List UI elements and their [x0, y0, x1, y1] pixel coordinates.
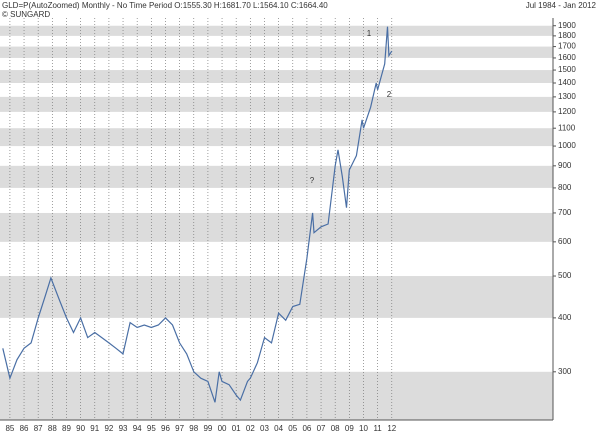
y-tick-label: 1000	[558, 141, 576, 150]
y-tick-label: 1700	[558, 42, 576, 51]
y-tick-label: 900	[558, 161, 572, 170]
y-tick-label: 1600	[558, 53, 576, 62]
grid-band	[0, 276, 553, 318]
grid-band	[0, 371, 553, 420]
y-tick-label: 1500	[558, 65, 576, 74]
y-tick-label: 700	[558, 208, 572, 217]
x-tick-label: 91	[90, 424, 99, 433]
y-tick-label: 1100	[558, 123, 576, 132]
x-tick-label: 88	[48, 424, 57, 433]
x-tick-label: 11	[373, 424, 382, 433]
x-tick-label: 96	[161, 424, 170, 433]
grid-band	[0, 70, 553, 83]
x-tick-label: 08	[331, 424, 340, 433]
x-tick-label: 02	[246, 424, 255, 433]
grid-band	[0, 25, 553, 36]
x-tick-label: 05	[288, 424, 297, 433]
grid-band	[0, 212, 553, 242]
chart-title: GLD=P(AutoZoomed) Monthly - No Time Peri…	[2, 1, 328, 10]
y-tick-label: 500	[558, 271, 572, 280]
x-tick-label: 99	[203, 424, 212, 433]
annotation: 2	[387, 90, 392, 99]
grid-band	[0, 165, 553, 188]
x-tick-label: 97	[175, 424, 184, 433]
x-tick-label: 98	[189, 424, 198, 433]
chart-subtitle: © SUNGARD	[2, 10, 50, 19]
x-tick-label: 12	[387, 424, 396, 433]
x-tick-label: 09	[345, 424, 354, 433]
grid-band	[0, 96, 553, 112]
x-tick-label: 94	[133, 424, 142, 433]
annotation: 1	[367, 29, 372, 38]
x-tick-label: 95	[147, 424, 156, 433]
x-tick-label: 00	[218, 424, 227, 433]
x-tick-label: 06	[302, 424, 311, 433]
x-tick-label: 86	[20, 424, 29, 433]
x-tick-label: 90	[76, 424, 85, 433]
x-tick-label: 07	[317, 424, 326, 433]
grid-band	[0, 128, 553, 147]
x-tick-label: 87	[34, 424, 43, 433]
x-tick-label: 85	[5, 424, 14, 433]
y-tick-label: 300	[558, 367, 572, 376]
y-tick-label: 400	[558, 313, 572, 322]
x-tick-label: 03	[260, 424, 269, 433]
price-line	[2, 26, 393, 403]
annotation: ?	[310, 176, 315, 185]
y-tick-label: 800	[558, 183, 572, 192]
x-tick-label: 93	[119, 424, 128, 433]
date-range: Jul 1984 - Jan 2012	[526, 1, 597, 10]
x-tick-label: 04	[274, 424, 283, 433]
x-tick-label: 01	[232, 424, 241, 433]
x-tick-label: 89	[62, 424, 71, 433]
y-tick-label: 600	[558, 237, 572, 246]
y-tick-label: 1300	[558, 92, 576, 101]
x-tick-label: 92	[104, 424, 113, 433]
y-tick-label: 1800	[558, 31, 576, 40]
y-tick-label: 1400	[558, 78, 576, 87]
y-tick-label: 1900	[558, 21, 576, 30]
y-tick-label: 1200	[558, 107, 576, 116]
x-tick-label: 10	[359, 424, 368, 433]
grid-band	[0, 46, 553, 58]
